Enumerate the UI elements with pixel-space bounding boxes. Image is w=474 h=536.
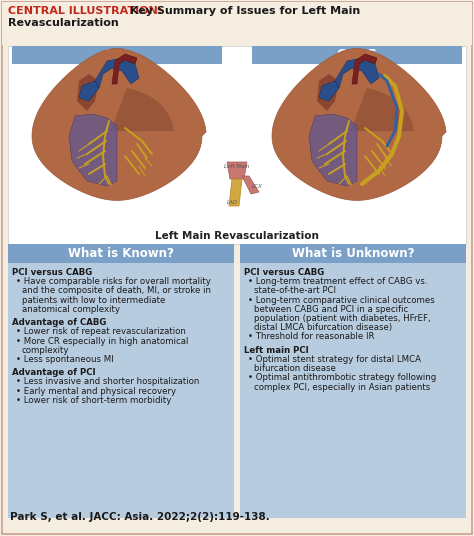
FancyBboxPatch shape [8,244,234,518]
Text: • More CR especially in high anatomical: • More CR especially in high anatomical [16,337,188,346]
Polygon shape [79,81,99,101]
Text: • Have comparable risks for overall mortality: • Have comparable risks for overall mort… [16,277,211,286]
Text: Left main PCI: Left main PCI [244,346,309,355]
Polygon shape [229,179,242,206]
FancyBboxPatch shape [240,244,466,263]
Text: • Optimal stent strategy for distal LMCA: • Optimal stent strategy for distal LMCA [248,355,421,364]
Polygon shape [335,58,379,88]
Polygon shape [69,114,117,186]
Polygon shape [32,49,206,200]
FancyBboxPatch shape [252,46,462,64]
Text: • Less spontaneous MI: • Less spontaneous MI [16,355,114,364]
Text: Revascularization: Revascularization [8,18,119,28]
Text: population (patient with diabetes, HFrEF,: population (patient with diabetes, HFrEF… [254,314,430,323]
Polygon shape [77,74,99,111]
Polygon shape [352,54,377,84]
Text: Key Summary of Issues for Left Main: Key Summary of Issues for Left Main [130,6,360,16]
Text: • Lower risk of repeat revascularization: • Lower risk of repeat revascularization [16,327,186,336]
FancyBboxPatch shape [2,2,472,45]
Text: Advantage of CABG: Advantage of CABG [12,318,106,327]
Text: state-of-the-art PCI: state-of-the-art PCI [254,286,336,295]
FancyBboxPatch shape [8,244,234,263]
FancyBboxPatch shape [8,46,466,244]
Text: • Threshold for reasonable IR: • Threshold for reasonable IR [248,332,374,341]
Text: PCI versus CABG: PCI versus CABG [12,268,92,277]
Text: complex PCI, especially in Asian patients: complex PCI, especially in Asian patient… [254,383,430,391]
Polygon shape [95,58,139,88]
FancyBboxPatch shape [240,244,466,518]
FancyBboxPatch shape [12,46,222,64]
Text: • Long-term treatment effect of CABG vs.: • Long-term treatment effect of CABG vs. [248,277,428,286]
Text: LAD: LAD [227,199,237,205]
Text: • Less invasive and shorter hospitalization: • Less invasive and shorter hospitalizat… [16,377,200,386]
Text: Advantage of PCI: Advantage of PCI [12,368,96,377]
Text: What is Known?: What is Known? [68,247,174,260]
Text: • Optimal antithrombotic strategy following: • Optimal antithrombotic strategy follow… [248,374,436,382]
Text: LCX: LCX [252,183,263,189]
Text: complexity: complexity [22,346,70,355]
Polygon shape [242,176,259,194]
Text: and the composite of death, MI, or stroke in: and the composite of death, MI, or strok… [22,286,211,295]
Text: PCI versus CABG: PCI versus CABG [244,268,324,277]
Polygon shape [227,162,247,179]
Text: Left Main: Left Main [224,163,250,168]
Text: Left Main Revascularization: Left Main Revascularization [155,231,319,241]
Polygon shape [342,88,414,131]
Text: CABG: CABG [337,48,377,62]
Polygon shape [272,49,446,200]
Polygon shape [309,114,357,186]
Text: patients with low to intermediate: patients with low to intermediate [22,295,165,304]
Polygon shape [112,54,137,84]
Text: between CABG and PCI in a specific: between CABG and PCI in a specific [254,305,408,314]
Polygon shape [102,88,174,131]
Text: distal LMCA bifurcation disease): distal LMCA bifurcation disease) [254,323,392,332]
Text: • Lower risk of short-term morbidity: • Lower risk of short-term morbidity [16,396,172,405]
Text: • Long-term comparative clinical outcomes: • Long-term comparative clinical outcome… [248,295,435,304]
Text: CENTRAL ILLUSTRATION:: CENTRAL ILLUSTRATION: [8,6,162,16]
Polygon shape [319,81,339,101]
Text: Park S, et al. JACC: Asia. 2022;2(2):119-138.: Park S, et al. JACC: Asia. 2022;2(2):119… [10,512,270,522]
Text: • Early mental and physical recovery: • Early mental and physical recovery [16,386,176,396]
Text: bifurcation disease: bifurcation disease [254,364,336,373]
Text: anatomical complexity: anatomical complexity [22,305,120,314]
Polygon shape [317,74,339,111]
Text: PCI: PCI [105,48,129,62]
Text: What is Unknown?: What is Unknown? [292,247,414,260]
